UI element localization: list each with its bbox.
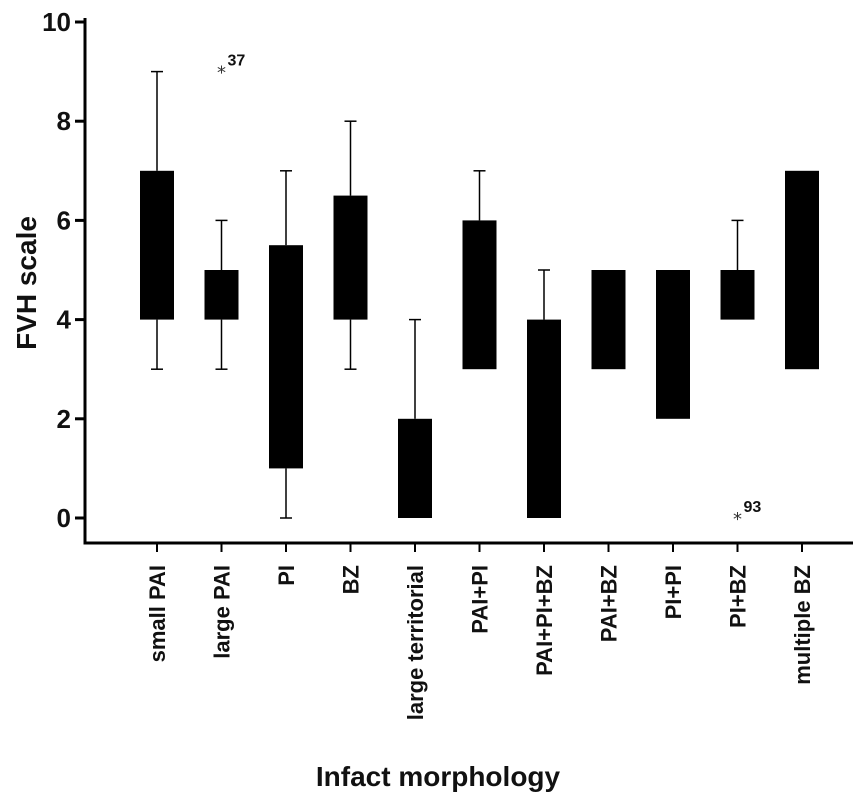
box-3 (269, 170, 303, 519)
box-body (398, 418, 432, 518)
outlier-points: *37*93 (217, 53, 761, 530)
x-category-label: BZ (339, 565, 364, 594)
outlier-label: 93 (744, 499, 762, 516)
x-category-label: PAI+PI (468, 565, 493, 634)
box-11 (785, 170, 819, 370)
y-tick-label: 4 (57, 305, 72, 335)
x-category-label: PI (274, 565, 299, 586)
x-category-label: PI+BZ (726, 565, 751, 628)
y-axis-ticks: 0 2 4 6 8 10 (42, 7, 85, 533)
y-tick-label: 8 (57, 106, 71, 136)
box-body (527, 319, 561, 518)
box-body (656, 270, 690, 419)
box-body (462, 220, 497, 370)
x-category-label: multiple BZ (790, 565, 815, 685)
x-category-label: large PAI (210, 565, 235, 659)
box-body (140, 170, 174, 320)
outlier-label: 37 (228, 53, 246, 70)
box-6 (462, 170, 497, 370)
outlier-marker: * (217, 63, 226, 84)
box-body (720, 270, 755, 320)
y-tick-label: 0 (57, 503, 71, 533)
x-category-label: PI+PI (661, 565, 686, 619)
y-tick-label: 6 (57, 205, 71, 235)
box-body (204, 270, 239, 320)
x-category-label: PAI+BZ (597, 565, 622, 642)
box-body (269, 245, 303, 469)
x-axis-title: Infact morphology (316, 761, 561, 792)
box-body (591, 270, 626, 370)
y-axis-title: FVH scale (11, 216, 42, 350)
box-body (333, 195, 368, 320)
box-4 (333, 120, 368, 370)
x-axis-category-labels: small PAI large PAI PI BZ large territorial P… (145, 543, 815, 720)
box-plot-series (140, 70, 819, 519)
x-category-label: small PAI (145, 565, 170, 662)
x-category-label: PAI+PI+BZ (532, 565, 557, 676)
y-tick-label: 10 (42, 7, 71, 37)
y-tick-label: 2 (57, 404, 71, 434)
box-2 (204, 219, 239, 370)
box-1 (140, 70, 174, 370)
box-5 (398, 318, 432, 518)
box-body (785, 170, 819, 370)
box-10 (720, 219, 755, 320)
box-7 (527, 269, 561, 518)
x-category-label: large territorial (403, 565, 428, 720)
outlier-marker: * (733, 509, 742, 530)
box-9 (656, 270, 690, 419)
box-8 (591, 270, 626, 370)
